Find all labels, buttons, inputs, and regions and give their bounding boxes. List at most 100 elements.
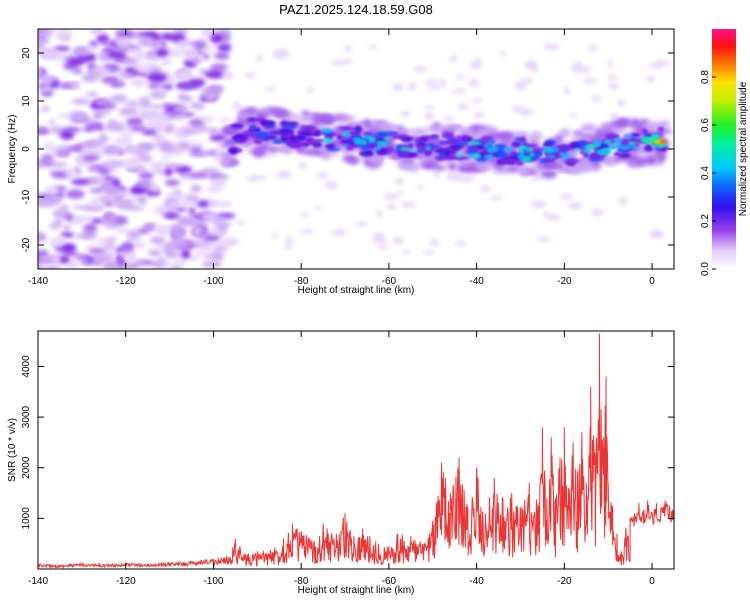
spectrogram-cell: [41, 106, 50, 112]
spectrogram-cell: [592, 140, 602, 146]
spectrogram-cell: [315, 172, 329, 179]
spectrogram-cell: [455, 153, 464, 157]
spectrogram-cell: [236, 112, 250, 117]
spectrogram-cell: [562, 157, 568, 162]
spectrogram-cell: [209, 63, 228, 71]
spectrogram-cell: [204, 69, 225, 79]
spectrogram-cell: [61, 243, 77, 253]
spectrogram-cell: [289, 135, 304, 141]
spectrogram-cell: [610, 127, 626, 134]
spectrogram-cell: [400, 147, 410, 152]
colorbar-label: Normalized spectral amplitude: [738, 81, 749, 216]
spectrogram-cell: [38, 249, 50, 259]
spectrogram-cell: [627, 141, 637, 146]
spectrogram-cell: [164, 179, 180, 186]
spectrogram-cell: [280, 49, 289, 57]
spectrogram-cell: [114, 137, 133, 147]
spectrogram-cell: [480, 135, 493, 142]
spectrogram-cell: [256, 108, 272, 113]
spectrogram-cell: [196, 37, 208, 42]
spectrogram-cell: [524, 144, 538, 148]
spectrogram-cell: [352, 136, 362, 143]
spectrogram-cell: [372, 132, 386, 137]
spectrogram-cell: [38, 39, 44, 49]
spectrogram-cell: [320, 128, 333, 134]
spectrogram-cell: [582, 149, 593, 154]
spectrogram-cell: [177, 93, 188, 102]
colorbar-tick-label: 0.6: [700, 118, 711, 132]
spectrogram-cell: [528, 166, 543, 172]
spectrogram-cell: [204, 87, 223, 94]
spectrogram-cell: [467, 146, 477, 151]
spectrogram-cell: [470, 98, 483, 103]
spectrogram-cell: [499, 51, 508, 57]
spectrogram-cell: [572, 130, 584, 136]
spectrogram-cell: [367, 136, 376, 141]
spectrogram-cell: [144, 224, 156, 229]
spectrogram-cell: [59, 130, 75, 140]
spectrogram-cell: [300, 114, 315, 121]
spectrogram-cell: [244, 72, 256, 79]
spectrogram-cell: [148, 162, 167, 167]
spectrogram-cell: [644, 145, 654, 152]
spectrogram-cell: [59, 204, 70, 211]
spectrogram-cell: [137, 31, 157, 38]
spectrogram-cell: [141, 108, 155, 118]
spectrogram-cell: [401, 157, 416, 164]
spectrogram-cell: [191, 184, 201, 192]
snr-x-tick-label: -100: [203, 576, 223, 587]
spectrogram-cell: [99, 133, 108, 142]
spectrogram-cell: [409, 128, 428, 136]
spectrogram-cell: [369, 126, 379, 134]
spectrogram-cell: [89, 188, 105, 193]
spectrogram-cell: [420, 161, 441, 170]
colorbar-tick-label: 0.8: [700, 70, 711, 84]
spectrogram-cell: [563, 157, 579, 164]
spectrogram-cell: [38, 31, 50, 37]
spectrogram-cell: [231, 135, 247, 140]
spectrogram-cell: [148, 119, 168, 128]
spectrogram-cell: [156, 48, 169, 57]
spectrogram-cell: [38, 232, 46, 241]
spectrogram-cell: [38, 75, 57, 81]
spectrogram-cell: [530, 174, 543, 181]
spectrogram-cell: [153, 206, 170, 215]
spectrogram-cell: [168, 265, 183, 269]
spectrogram-cell: [458, 176, 475, 182]
spectrogram-cell: [147, 249, 163, 257]
spectrogram-cell: [582, 77, 598, 84]
spectrogram-cell: [129, 241, 147, 249]
spectrogram-cell: [172, 29, 189, 35]
spectrogram-cell: [443, 116, 456, 122]
spectrogram-cell: [572, 134, 581, 142]
spectrogram-cell: [555, 167, 572, 172]
spectrogram-cell: [216, 223, 228, 232]
spectrogram-cell: [193, 250, 206, 257]
spectrogram-cell: [397, 190, 404, 196]
spectrogram-cell: [660, 147, 668, 151]
spectrogram-cell: [175, 216, 195, 224]
spectrogram-cell: [260, 120, 276, 126]
spectrogram-cell: [641, 128, 648, 135]
spectrogram-cell: [124, 100, 142, 107]
spectrogram-cell: [425, 113, 433, 119]
spectrogram-cell: [88, 177, 106, 184]
spectrogram-cell: [444, 158, 454, 165]
spectrogram-cell: [48, 118, 57, 127]
spectrogram-cell: [540, 169, 558, 179]
spectrogram-cell: [311, 141, 323, 148]
spectrogram-cell: [486, 141, 492, 146]
spectrogram-cell: [153, 127, 164, 133]
snr-frame: [37, 330, 675, 570]
spectrogram-cell: [275, 171, 292, 179]
spectrogram-cell: [306, 87, 315, 93]
spectrogram-cell: [151, 261, 164, 269]
spectrogram-cell: [591, 95, 603, 102]
spectrogram-cell: [230, 123, 244, 129]
spectrogram-cell: [401, 201, 416, 208]
spectrogram-cell: [187, 206, 197, 215]
spectrogram-cell: [559, 128, 571, 138]
spectrogram-cell: [38, 199, 45, 206]
spectrogram-cell: [232, 101, 242, 110]
spectrogram-cell: [212, 217, 227, 223]
